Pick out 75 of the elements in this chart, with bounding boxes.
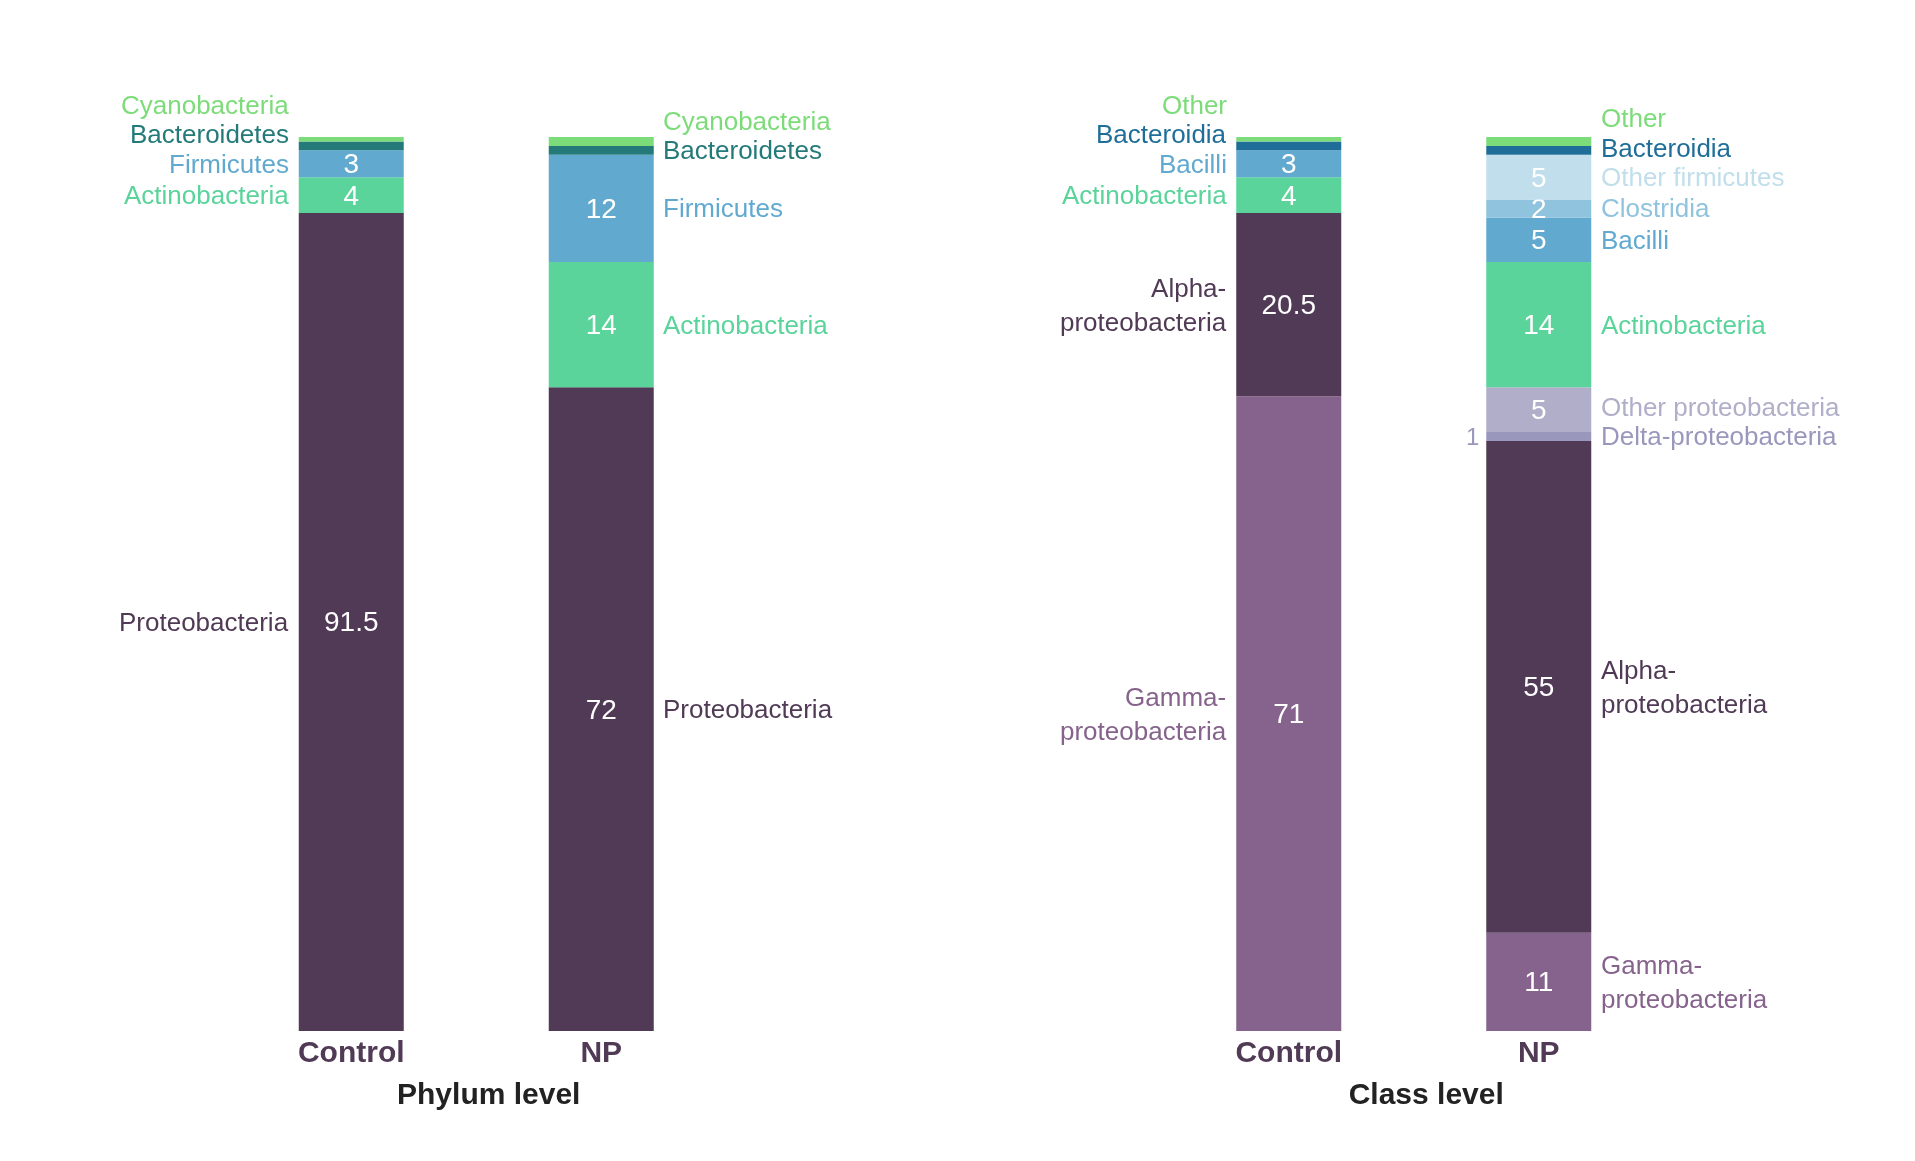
data-label: 5 — [1530, 394, 1547, 426]
bar — [298, 150, 404, 178]
bar — [298, 177, 404, 213]
bar — [1486, 217, 1592, 263]
series-label: Delta-proteobacteria — [1601, 421, 1838, 451]
text: Firmicutes — [169, 149, 289, 179]
x-axis-title: Phylum level — [397, 1076, 581, 1110]
bar — [1486, 387, 1592, 432]
series-label: Clostridia — [1601, 193, 1710, 223]
bar — [548, 154, 654, 263]
series-label: Other proteobacteria — [1601, 392, 1841, 422]
series-label: Actinobacteria — [663, 310, 829, 340]
x-tick-label: NP — [1517, 1035, 1560, 1068]
series-label: Bacteroidetes — [663, 135, 822, 165]
text: Bacteroidia — [1096, 119, 1227, 149]
data-label: 5 — [1530, 161, 1547, 193]
text: Bacteroidetes — [130, 119, 289, 149]
bar — [1486, 440, 1592, 933]
bar — [298, 136, 404, 142]
data-label: 3 — [343, 148, 360, 180]
text: Actinobacteria — [1601, 310, 1766, 340]
data-label: 4 — [1280, 179, 1297, 211]
data-label: 1 — [1466, 423, 1480, 450]
series-label: Alpha-proteobacteria — [1601, 655, 1768, 719]
data-label: 2 — [1530, 192, 1547, 224]
x-tick-label: NP — [580, 1035, 623, 1068]
bar — [1486, 932, 1592, 1031]
bar — [548, 145, 654, 155]
series-label: Bacteroidia — [1601, 133, 1732, 163]
bar — [1486, 431, 1592, 441]
bar — [1236, 212, 1342, 397]
data-label: 71 — [1273, 698, 1305, 730]
bar — [548, 387, 654, 1031]
data-label: 4 — [343, 179, 360, 211]
bar — [1236, 396, 1342, 1031]
text: Gamma-proteobacteria — [1060, 682, 1227, 746]
bar — [1486, 262, 1592, 388]
data-label: 14 — [585, 309, 617, 341]
data-label: 3 — [1280, 148, 1297, 180]
data-label: 5 — [1530, 224, 1547, 256]
bar — [548, 136, 654, 146]
data-label: 20.5 — [1261, 289, 1316, 321]
data-label: 55 — [1523, 671, 1555, 703]
x-tick-label: Control — [297, 1035, 405, 1068]
series-label: Gamma-proteobacteria — [1601, 950, 1768, 1014]
series-label: Bacilli — [1159, 149, 1227, 179]
data-label: 91.5 — [324, 606, 379, 638]
text: Proteobacteria — [119, 607, 289, 637]
series-label: Actinobacteria — [1062, 180, 1228, 210]
series-label: Firmicutes — [663, 193, 783, 223]
series-label: Proteobacteria — [663, 694, 833, 724]
data-label: 72 — [585, 693, 617, 725]
bar — [1236, 177, 1342, 213]
text: Bacilli — [1601, 225, 1669, 255]
data-label: 11 — [1524, 966, 1554, 998]
text: Cyanobacteria — [121, 90, 289, 120]
x-tick-label: Control — [1235, 1035, 1343, 1068]
series-label: Other firmicutes — [1601, 162, 1785, 192]
bar — [1236, 141, 1342, 151]
bar — [298, 141, 404, 151]
bar — [1486, 136, 1592, 146]
text: Alpha-proteobacteria — [1060, 273, 1227, 337]
bar — [1236, 136, 1342, 142]
bar — [1486, 154, 1592, 200]
text: Actinobacteria — [124, 180, 289, 210]
bar — [1486, 145, 1592, 155]
x-axis-title: Class level — [1348, 1076, 1504, 1110]
data-label: 12 — [585, 192, 617, 224]
series-label: Cyanobacteria — [663, 106, 832, 136]
data-label: 14 — [1523, 309, 1555, 341]
bar — [548, 262, 654, 388]
text: Other — [1162, 90, 1228, 120]
series-label: Other — [1601, 103, 1667, 133]
bar — [298, 212, 404, 1031]
bar — [1236, 150, 1342, 178]
